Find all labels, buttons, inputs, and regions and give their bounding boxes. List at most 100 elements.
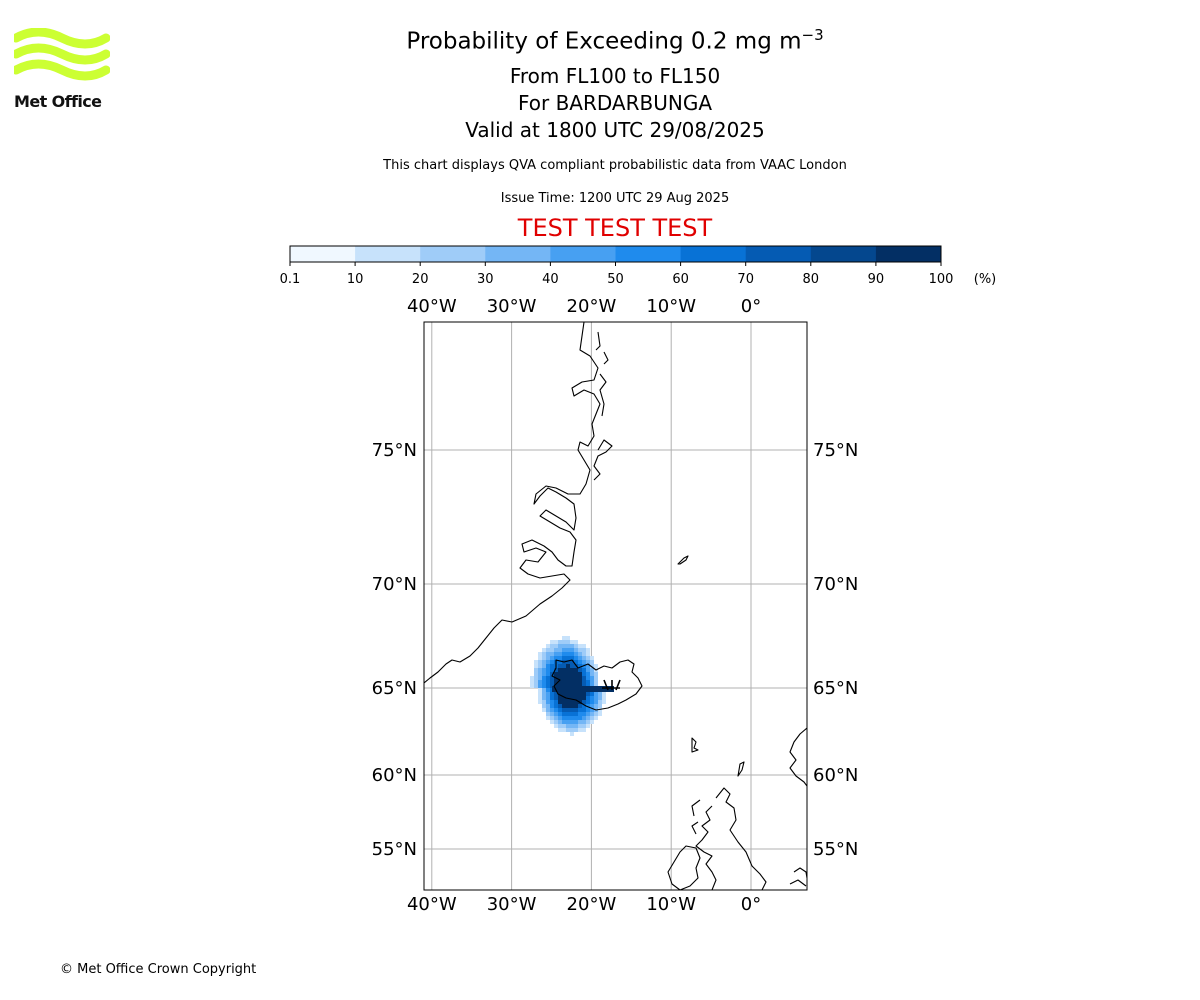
plume-cell bbox=[578, 676, 582, 680]
plume-cell bbox=[542, 648, 546, 652]
plume-cell bbox=[574, 728, 578, 732]
plume-cell bbox=[550, 692, 554, 696]
plume-cell bbox=[538, 652, 542, 656]
plume-cell bbox=[550, 660, 554, 664]
plume-cell bbox=[562, 640, 566, 644]
plume-cell bbox=[570, 648, 574, 652]
plume-cell bbox=[570, 656, 574, 660]
plume-cell bbox=[602, 696, 606, 700]
plume-cell bbox=[562, 728, 566, 732]
plume-cell bbox=[554, 640, 558, 644]
plume-cell bbox=[578, 716, 582, 720]
plume-cell bbox=[574, 652, 578, 656]
plume-cell bbox=[546, 652, 550, 656]
plume-cell bbox=[534, 664, 538, 668]
plume-cell bbox=[542, 708, 546, 712]
plume-cell bbox=[550, 704, 554, 708]
plume-cell bbox=[582, 644, 586, 648]
plume-cell bbox=[578, 696, 582, 700]
plume-cell bbox=[562, 712, 566, 716]
lat-label-left: 55°N bbox=[372, 839, 417, 860]
coastline-iceland bbox=[551, 659, 643, 711]
coastline-ireland bbox=[667, 845, 701, 890]
plume-cell bbox=[562, 676, 566, 680]
plume-cell bbox=[582, 716, 586, 720]
plume-cell bbox=[538, 668, 542, 672]
plume-cell bbox=[570, 712, 574, 716]
plume-cell bbox=[574, 656, 578, 660]
plume-cell bbox=[558, 656, 562, 660]
plume-cell bbox=[542, 680, 546, 684]
plume-cell bbox=[586, 724, 590, 728]
plume-cell bbox=[570, 652, 574, 656]
plume-cell bbox=[578, 664, 582, 668]
plume-cell bbox=[578, 680, 582, 684]
plume-cell bbox=[594, 712, 598, 716]
plume-cell bbox=[550, 668, 554, 672]
plume-cell bbox=[566, 712, 570, 716]
plume-cell bbox=[574, 692, 578, 696]
plume-cell bbox=[546, 704, 550, 708]
plume-cell bbox=[586, 680, 590, 684]
plume-cell bbox=[534, 676, 538, 680]
lon-label-bottom: 10°W bbox=[646, 894, 696, 915]
plume-cell bbox=[550, 656, 554, 660]
plume-cell bbox=[554, 692, 558, 696]
plume-cell bbox=[574, 720, 578, 724]
plume-cell bbox=[550, 696, 554, 700]
lon-label-bottom: 0° bbox=[741, 894, 761, 915]
plume-cell bbox=[570, 660, 574, 664]
plume-cell bbox=[578, 712, 582, 716]
plume-cell bbox=[538, 692, 542, 696]
plume-cell bbox=[566, 708, 570, 712]
plume-cell bbox=[558, 676, 562, 680]
plume-cell bbox=[570, 692, 574, 696]
plume-cell bbox=[574, 712, 578, 716]
plume-cell bbox=[562, 716, 566, 720]
plume-cell bbox=[578, 728, 582, 732]
plume-cell bbox=[574, 660, 578, 664]
plume-cell bbox=[590, 700, 594, 704]
plume-cell bbox=[558, 724, 562, 728]
plume-cell bbox=[562, 696, 566, 700]
plume-cell bbox=[554, 704, 558, 708]
plume-cell bbox=[590, 656, 594, 660]
flight-levels: From FL100 to FL150 bbox=[509, 64, 721, 88]
plume-cell bbox=[546, 664, 550, 668]
plume-cell bbox=[570, 680, 574, 684]
coastline-uk bbox=[691, 787, 767, 890]
plume-cell bbox=[558, 720, 562, 724]
plume-cell bbox=[542, 700, 546, 704]
plume-cell bbox=[550, 712, 554, 716]
plume-cell bbox=[550, 720, 554, 724]
volcano-name: For BARDARBUNGA bbox=[517, 91, 713, 115]
plume-cell bbox=[550, 676, 554, 680]
plume-cell bbox=[582, 704, 586, 708]
plume-cell bbox=[550, 652, 554, 656]
plume-cell bbox=[582, 668, 586, 672]
plume-cell bbox=[566, 664, 570, 668]
plume-cell bbox=[574, 648, 578, 652]
plume-cell bbox=[550, 708, 554, 712]
plume-cell bbox=[558, 696, 562, 700]
plume-cell bbox=[546, 708, 550, 712]
plume-cell bbox=[578, 708, 582, 712]
plume-cell bbox=[566, 668, 570, 672]
plume-cell bbox=[586, 696, 590, 700]
plume-cell bbox=[574, 644, 578, 648]
lat-label-left: 75°N bbox=[372, 440, 417, 461]
plume-cell bbox=[566, 680, 570, 684]
coastline-faroe bbox=[691, 737, 699, 753]
plume-cell bbox=[562, 644, 566, 648]
plume-cell bbox=[542, 696, 546, 700]
plume-cell bbox=[578, 672, 582, 676]
plume-cell bbox=[550, 664, 554, 668]
plume-cell bbox=[566, 640, 570, 644]
plume-cell bbox=[570, 668, 574, 672]
plume-cell bbox=[570, 672, 574, 676]
plume-cell bbox=[578, 724, 582, 728]
plume-cell bbox=[558, 700, 562, 704]
map-frame bbox=[423, 321, 808, 891]
plume-cell bbox=[586, 648, 590, 652]
plume-cell bbox=[546, 672, 550, 676]
